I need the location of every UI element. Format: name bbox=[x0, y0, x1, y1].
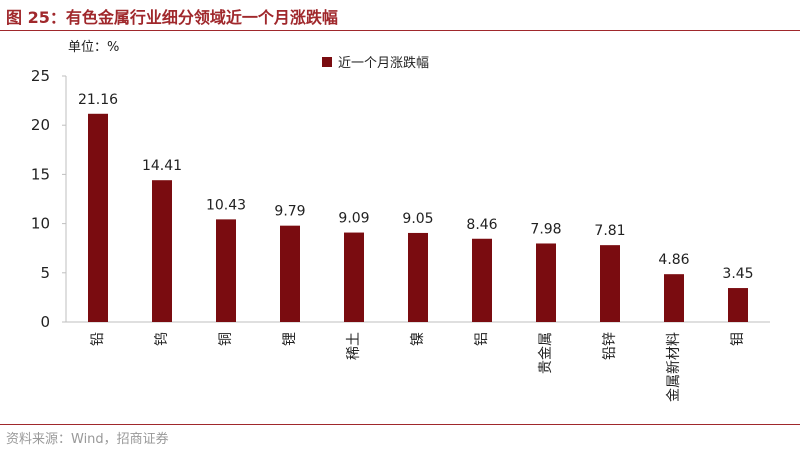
legend-swatch bbox=[322, 56, 332, 67]
y-tick-label: 20 bbox=[31, 116, 50, 134]
y-tick-label: 10 bbox=[31, 215, 50, 233]
legend-label: 近一个月涨跌幅 bbox=[338, 56, 430, 71]
bar-value-label: 3.45 bbox=[722, 266, 753, 282]
bar-value-label: 4.86 bbox=[658, 252, 689, 268]
bar bbox=[664, 274, 684, 322]
bar-value-label: 9.79 bbox=[274, 204, 305, 220]
bar bbox=[88, 113, 108, 322]
category-label: 金属新材料 bbox=[666, 332, 682, 402]
bar bbox=[152, 180, 172, 322]
bar-value-label: 10.43 bbox=[206, 197, 246, 213]
bar bbox=[472, 238, 492, 322]
y-tick-label: 0 bbox=[40, 313, 50, 331]
bar bbox=[408, 232, 428, 322]
bar bbox=[344, 232, 364, 322]
source-divider bbox=[0, 424, 800, 425]
bar bbox=[216, 219, 236, 322]
title-divider bbox=[0, 30, 800, 31]
bar-value-label: 9.05 bbox=[402, 211, 433, 227]
category-label: 铅锌 bbox=[602, 332, 618, 360]
category-label: 锂 bbox=[282, 332, 298, 346]
bar bbox=[600, 245, 620, 322]
bar bbox=[728, 288, 748, 322]
figure-title: 图 25：有色金属行业细分领域近一个月涨跌幅 bbox=[6, 8, 338, 27]
category-label: 镍 bbox=[410, 332, 426, 346]
category-label: 稀土 bbox=[346, 332, 362, 360]
category-label: 铜 bbox=[218, 332, 234, 346]
y-tick-label: 5 bbox=[40, 264, 50, 282]
category-label: 铝 bbox=[474, 332, 490, 346]
bar-value-label: 7.81 bbox=[594, 223, 625, 239]
bar-value-label: 21.16 bbox=[78, 92, 118, 108]
bar bbox=[536, 243, 556, 322]
source-note: 资料来源：Wind，招商证券 bbox=[6, 432, 169, 447]
bar-value-label: 7.98 bbox=[530, 221, 561, 237]
unit-label: 单位：% bbox=[68, 40, 120, 55]
bar bbox=[280, 225, 300, 322]
bar-value-label: 8.46 bbox=[466, 217, 497, 233]
bar-value-label: 9.09 bbox=[338, 211, 369, 227]
category-label: 钼 bbox=[730, 332, 746, 346]
category-label: 贵金属 bbox=[538, 332, 554, 374]
category-label: 铅 bbox=[90, 332, 106, 346]
y-tick-label: 15 bbox=[31, 165, 50, 183]
category-label: 钨 bbox=[154, 332, 170, 346]
y-tick-label: 25 bbox=[31, 67, 50, 85]
bar-value-label: 14.41 bbox=[142, 158, 182, 174]
chart-legend: 近一个月涨跌幅 bbox=[322, 52, 429, 71]
